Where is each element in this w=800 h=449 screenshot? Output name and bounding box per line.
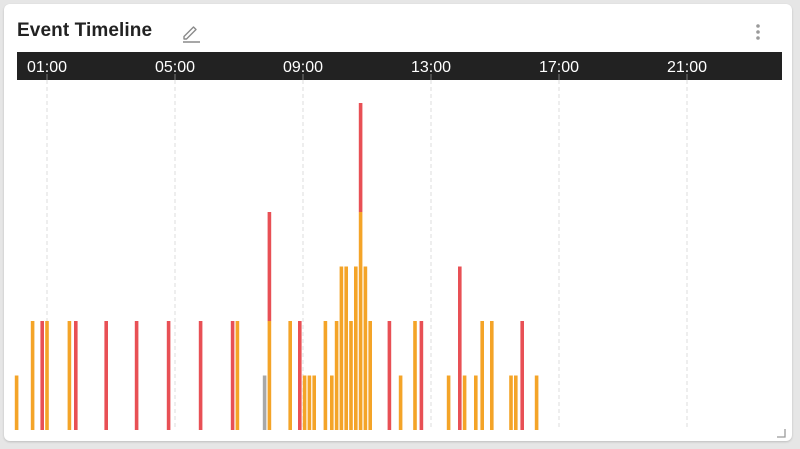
event-bar-warning [267, 321, 272, 430]
event-bar-warning [45, 321, 49, 430]
event-bar-warning [235, 321, 240, 430]
more-vertical-icon[interactable] [748, 20, 768, 44]
event-bar-warning [312, 375, 316, 430]
event-bar-warning [446, 375, 451, 430]
event-bar-warning [354, 266, 358, 430]
event-bar-critical [104, 321, 108, 430]
event-bar-warning [334, 321, 339, 430]
event-bar-critical [387, 321, 392, 430]
event-bar-warning [288, 321, 292, 430]
event-bar-warning [368, 321, 372, 430]
widget-title: Event Timeline [17, 20, 153, 41]
x-tick-label: 05:00 [155, 59, 195, 76]
event-bar-warning [67, 321, 72, 430]
widget-header: Event Timeline [4, 4, 792, 52]
event-bar-warning [323, 321, 328, 430]
event-bar-critical [230, 321, 235, 430]
time-axis-bar [17, 52, 782, 80]
resize-corner-icon[interactable] [776, 425, 786, 438]
timeline-chart[interactable]: 01:00 05:00 09:00 13:00 17:00 21:00 [4, 4, 792, 441]
event-timeline-widget: Event Timeline 01:00 05:00 09:00 13:00 17:00… [4, 4, 792, 441]
event-bar-warning [474, 375, 478, 430]
pencil-icon[interactable] [179, 20, 203, 44]
event-bar-critical [134, 321, 139, 430]
x-tick-label: 17:00 [539, 59, 579, 76]
event-bar-warning [344, 266, 348, 430]
event-bar-critical [166, 321, 171, 430]
event-bar-info [262, 375, 267, 430]
event-bar-warning [514, 375, 518, 430]
event-bar-warning [398, 375, 403, 430]
event-bar-warning [349, 321, 353, 430]
event-bar-warning [330, 375, 334, 430]
event-bar-warning [302, 375, 307, 430]
event-bar-critical [298, 321, 302, 430]
event-bar-warning [413, 321, 417, 430]
x-tick-label: 01:00 [27, 59, 67, 76]
event-bar-warning [30, 321, 35, 430]
event-bar-warning [358, 212, 363, 430]
event-bar-critical [458, 266, 462, 430]
event-bar-critical [267, 212, 272, 321]
x-tick-label: 09:00 [283, 59, 323, 76]
event-bar-warning [462, 375, 467, 430]
event-bar-warning [534, 375, 539, 430]
event-bar-warning [14, 375, 19, 430]
event-bar-critical [520, 321, 524, 430]
event-bar-warning [363, 266, 368, 430]
event-bar-critical [419, 321, 424, 430]
event-bar-warning [490, 321, 494, 430]
event-bar-warning [509, 375, 513, 430]
event-bar-critical [358, 103, 363, 212]
x-tick-label: 21:00 [667, 59, 707, 76]
event-bar-critical [40, 321, 44, 430]
event-bar-critical [74, 321, 78, 430]
event-bar-warning [307, 375, 312, 430]
event-bar-warning [339, 266, 344, 430]
event-bar-warning [480, 321, 484, 430]
x-tick-label: 13:00 [411, 59, 451, 76]
event-bar-critical [198, 321, 203, 430]
